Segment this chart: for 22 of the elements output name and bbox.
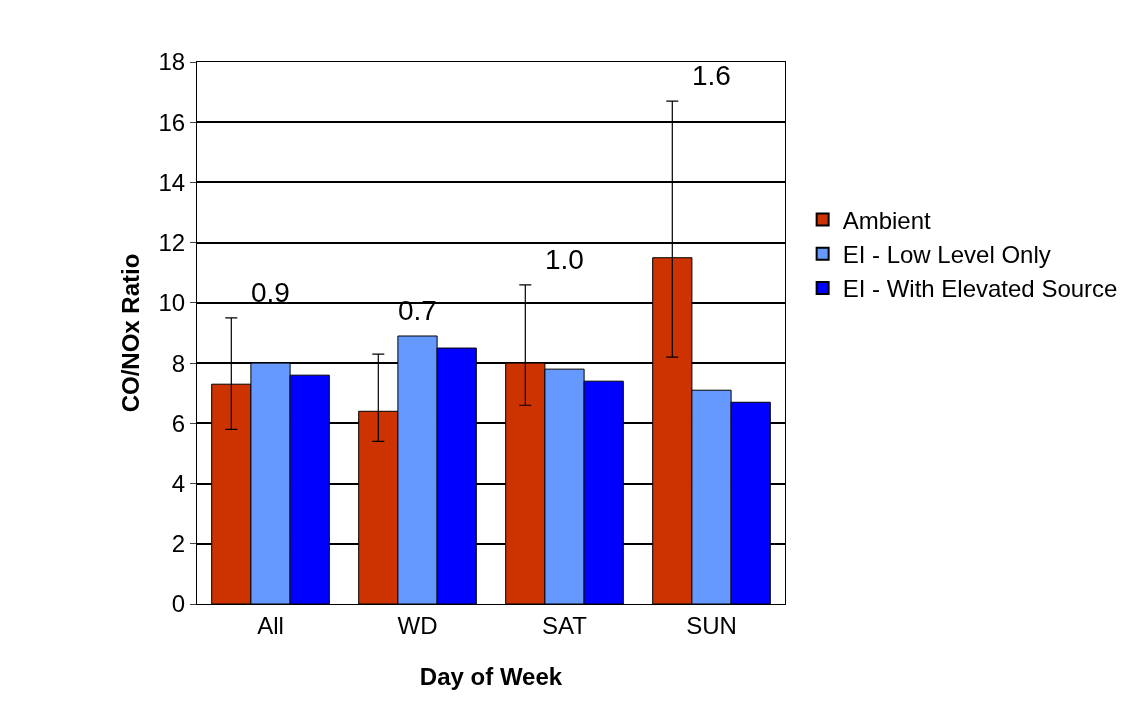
y-tick-label: 14 <box>158 168 186 196</box>
x-tick-label: SAT <box>542 611 588 639</box>
legend-label: Ambient <box>842 206 932 234</box>
y-axis-title: CO/NOx Ratio <box>117 253 144 413</box>
y-tick-label: 4 <box>171 469 186 497</box>
x-tick-label: WD <box>397 611 438 639</box>
y-tick-label: 2 <box>171 530 186 558</box>
y-tick-label: 6 <box>171 409 186 437</box>
y-tick-label: 18 <box>158 48 186 76</box>
y-tick-label: 0 <box>171 590 186 618</box>
y-tick-label: 12 <box>158 229 186 257</box>
legend-label: EI - Low Level Only <box>842 241 1051 269</box>
annotation: 1.0 <box>545 244 584 275</box>
x-axis-title: Day of Week <box>419 663 563 691</box>
y-tick-label: 16 <box>158 108 186 136</box>
legend-label: EI - With Elevated Source <box>842 275 1118 303</box>
annotation: 0.9 <box>251 277 290 308</box>
x-tick-label: SUN <box>686 611 737 639</box>
y-tick-label: 10 <box>158 289 186 317</box>
annotation: 1.6 <box>692 60 731 91</box>
y-tick-label: 8 <box>171 349 186 377</box>
x-tick-label: All <box>257 611 284 639</box>
